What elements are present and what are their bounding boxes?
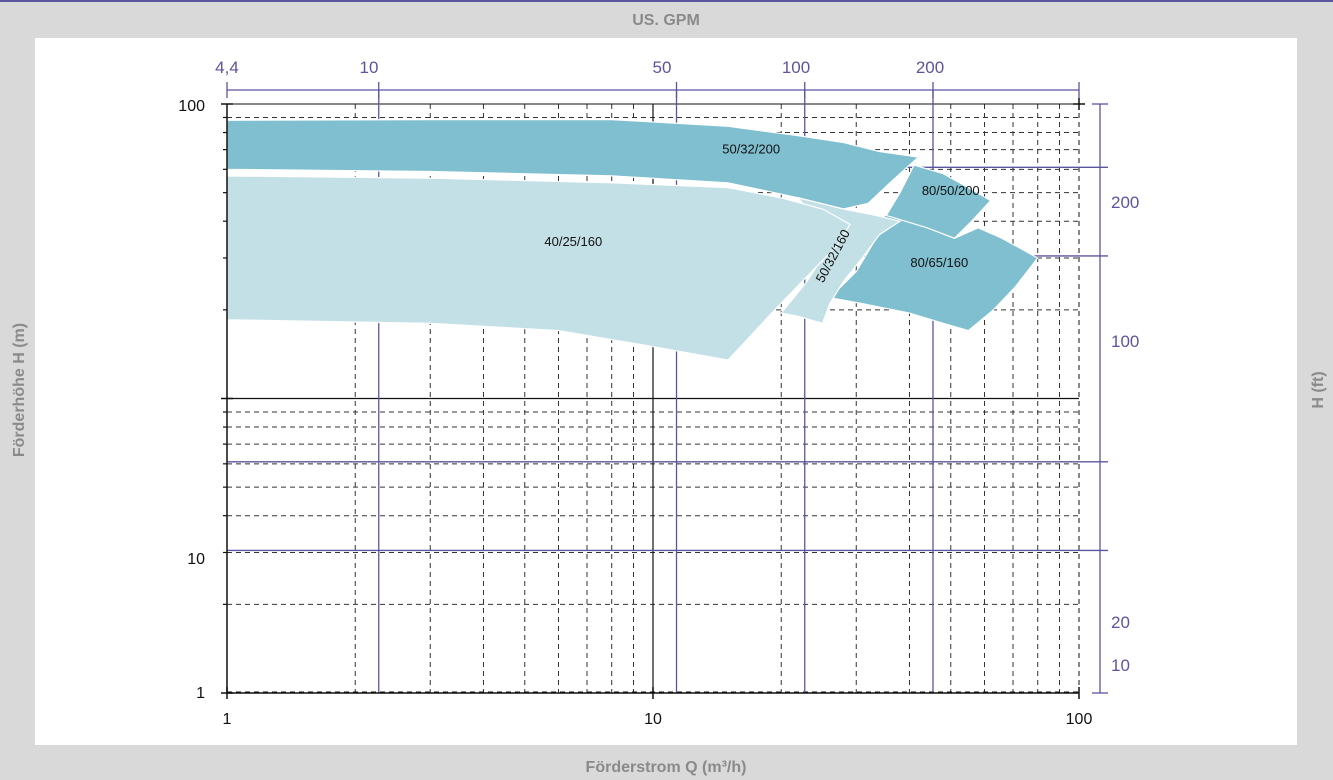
top-border (0, 0, 1333, 2)
gpm-tick-labels: 4,4 10 50 100 200 (215, 58, 944, 77)
y-tick-label: 100 (178, 98, 205, 115)
ft-tick-label: 20 (1111, 613, 1130, 632)
y-tick-label: 10 (187, 551, 205, 568)
gpm-tick-label: 100 (782, 58, 810, 77)
x-tick-labels: 1 10 100 (223, 711, 1093, 728)
gpm-tick-label: 10 (360, 58, 379, 77)
y2-axis-title: H (ft) (1310, 371, 1327, 408)
pump-region (226, 175, 851, 361)
x-tick-label: 10 (644, 711, 662, 728)
pump-region (780, 196, 902, 325)
pump-region-label: 40/25/160 (544, 234, 602, 249)
pump-region-label: 80/65/160 (910, 255, 968, 270)
pump-region (828, 214, 1039, 332)
y-tick-label: 1 (196, 685, 205, 702)
pump-region-label: 80/50/200 (922, 183, 980, 198)
pump-regions (226, 118, 1039, 361)
pump-region (226, 118, 920, 210)
y-tick-labels: 1 10 100 (178, 98, 205, 702)
y-axis-title: Förderhöhe H (m) (11, 323, 28, 457)
x-tick-label: 1 (223, 711, 232, 728)
x-tick-label: 100 (1066, 711, 1093, 728)
ft-tick-label: 200 (1111, 193, 1139, 212)
pump-region-label: 50/32/200 (722, 141, 780, 156)
ft-tick-labels: 10 20 100 200 (1111, 193, 1139, 675)
axes (221, 98, 1085, 699)
gpm-tick-label: 50 (653, 58, 672, 77)
gpm-tick-label: 4,4 (215, 58, 239, 77)
ft-tick-label: 10 (1111, 656, 1130, 675)
ft-tick-label: 100 (1111, 332, 1139, 351)
gpm-tick-label: 200 (916, 58, 944, 77)
x2-axis-title: US. GPM (632, 12, 700, 29)
x-axis-title: Förderstrom Q (m³/h) (586, 759, 747, 776)
